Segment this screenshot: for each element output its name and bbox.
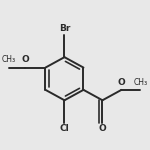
Text: CH₃: CH₃: [133, 78, 147, 87]
Text: Cl: Cl: [60, 124, 69, 133]
Text: O: O: [99, 124, 106, 133]
Text: O: O: [118, 78, 125, 87]
Text: Br: Br: [59, 24, 70, 33]
Text: O: O: [21, 55, 29, 64]
Text: CH₃: CH₃: [2, 55, 16, 64]
